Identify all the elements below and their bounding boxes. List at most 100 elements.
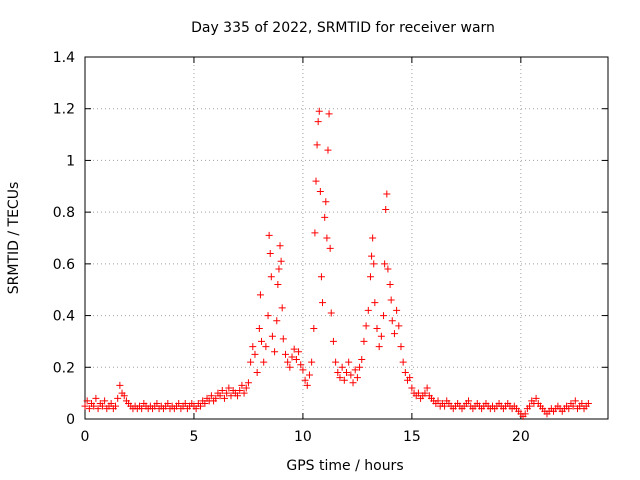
data-point xyxy=(340,376,348,384)
data-point xyxy=(299,366,307,374)
data-point xyxy=(314,118,322,126)
data-point xyxy=(225,384,233,392)
data-point xyxy=(421,389,429,397)
data-point xyxy=(317,273,325,281)
data-point xyxy=(267,273,275,281)
data-point xyxy=(220,394,228,402)
data-point xyxy=(571,397,579,405)
data-point xyxy=(351,366,359,374)
y-tick-label: 0.2 xyxy=(53,360,75,376)
data-point xyxy=(383,190,391,198)
data-point xyxy=(395,322,403,330)
plot-frame xyxy=(84,56,609,420)
data-point xyxy=(273,317,281,325)
data-points xyxy=(81,107,592,420)
data-point xyxy=(382,206,390,214)
data-point xyxy=(316,187,324,195)
data-point xyxy=(94,405,102,413)
data-point xyxy=(390,330,398,338)
data-point xyxy=(114,394,122,402)
data-point xyxy=(251,350,259,358)
data-point xyxy=(276,242,284,250)
x-tick-label: 20 xyxy=(512,429,530,445)
data-point xyxy=(223,389,231,397)
data-point xyxy=(375,343,383,351)
data-point xyxy=(107,399,115,407)
data-point xyxy=(311,229,319,237)
data-point xyxy=(301,376,309,384)
grid-lines xyxy=(84,57,608,419)
data-point xyxy=(242,384,250,392)
data-point xyxy=(262,343,270,351)
data-point xyxy=(315,107,323,115)
data-point xyxy=(234,392,242,400)
data-point xyxy=(240,389,248,397)
data-point xyxy=(366,273,374,281)
data-point xyxy=(192,405,200,413)
data-point xyxy=(565,405,573,413)
data-point xyxy=(218,387,226,395)
data-point xyxy=(399,358,407,366)
data-point xyxy=(201,399,209,407)
data-point xyxy=(388,317,396,325)
data-point xyxy=(281,350,289,358)
data-point xyxy=(253,368,261,376)
y-tick-label: 1.4 xyxy=(53,50,75,66)
data-point xyxy=(441,402,449,410)
data-point xyxy=(434,397,442,405)
data-point xyxy=(321,213,329,221)
data-point xyxy=(387,296,395,304)
data-point xyxy=(532,394,540,402)
data-point xyxy=(90,402,98,410)
data-point xyxy=(238,381,246,389)
data-point xyxy=(356,363,364,371)
data-point xyxy=(358,356,366,364)
data-point xyxy=(274,281,282,289)
data-point xyxy=(401,368,409,376)
data-point xyxy=(377,332,385,340)
data-point xyxy=(323,234,331,242)
data-point xyxy=(414,389,422,397)
data-point xyxy=(120,392,128,400)
data-point xyxy=(353,374,361,382)
data-point xyxy=(271,348,279,356)
y-axis-label: SRMTID / TECUs xyxy=(6,182,22,295)
data-point xyxy=(83,397,91,405)
data-point xyxy=(212,394,220,402)
data-point xyxy=(175,399,183,407)
data-point xyxy=(369,234,377,242)
data-point xyxy=(569,402,577,410)
data-point xyxy=(244,379,252,387)
data-point xyxy=(153,399,161,407)
data-point xyxy=(326,244,334,252)
data-point xyxy=(116,381,124,389)
data-point xyxy=(313,141,321,149)
data-point xyxy=(207,392,215,400)
data-point xyxy=(332,358,340,366)
data-point xyxy=(423,384,431,392)
data-point xyxy=(92,394,100,402)
data-point xyxy=(521,410,529,418)
data-point xyxy=(465,397,473,405)
data-point xyxy=(345,358,353,366)
data-point xyxy=(196,402,204,410)
data-point xyxy=(322,198,330,206)
data-point xyxy=(112,402,120,410)
data-point xyxy=(319,299,327,307)
y-tick-label: 1 xyxy=(66,153,75,169)
data-point xyxy=(249,343,257,351)
axis-ticks: 0 5 10 15 20 0 0.2 0.4 0.6 0.8 1 1.2 1.4 xyxy=(53,50,608,445)
y-tick-label: 0.4 xyxy=(53,309,75,325)
x-tick-label: 5 xyxy=(189,429,198,445)
data-point xyxy=(406,374,414,382)
x-axis-label: GPS time / hours xyxy=(286,458,403,474)
data-point xyxy=(305,371,313,379)
data-point xyxy=(386,281,394,289)
data-point xyxy=(308,358,316,366)
data-point xyxy=(286,363,294,371)
data-point xyxy=(347,371,355,379)
data-point xyxy=(327,309,335,317)
data-point xyxy=(584,399,592,407)
data-point xyxy=(284,358,292,366)
